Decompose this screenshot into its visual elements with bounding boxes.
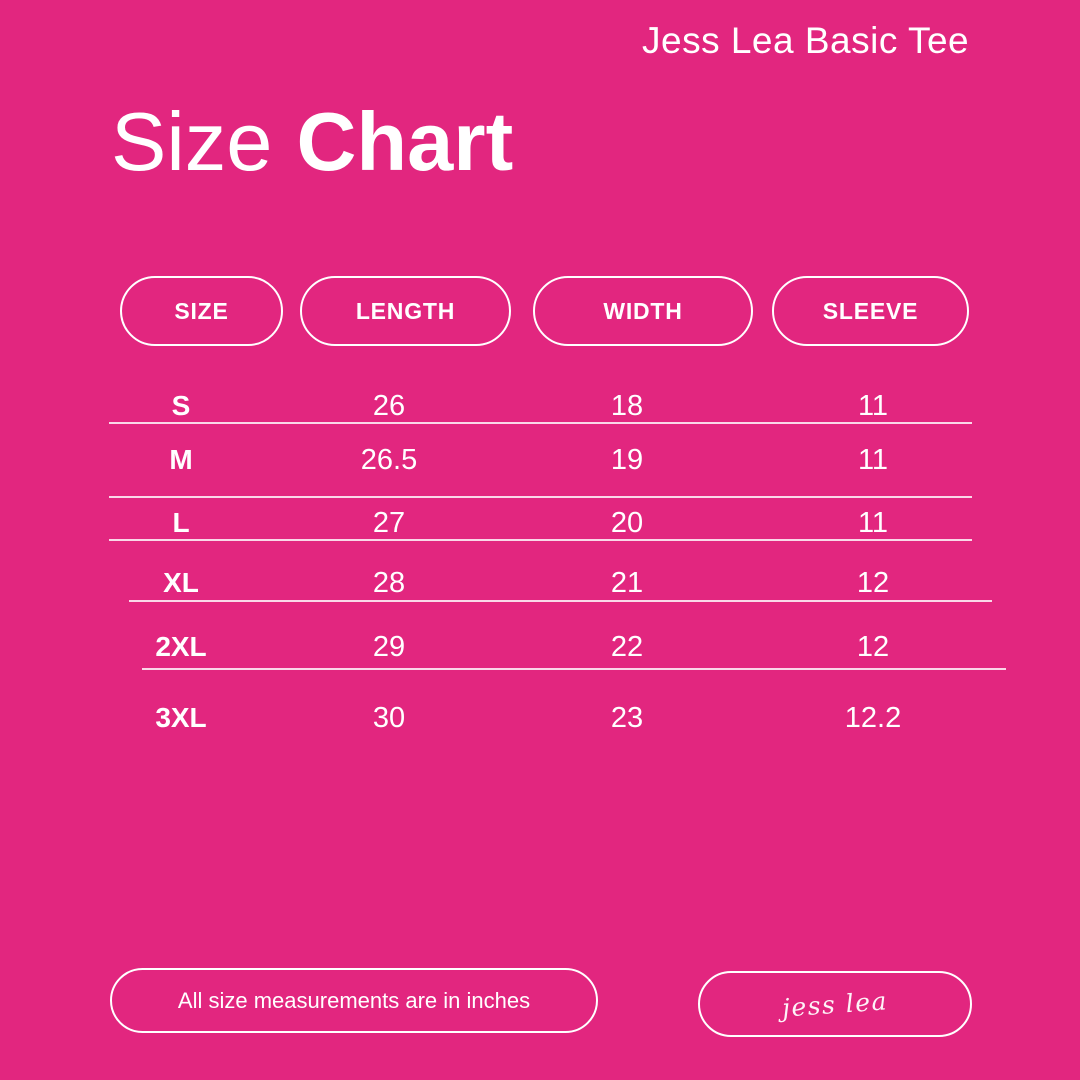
size-cell: XL xyxy=(163,567,199,598)
column-header-size: SIZE xyxy=(120,276,283,346)
width-cell: 19 xyxy=(610,444,644,476)
row-divider xyxy=(109,496,972,498)
size-cell: 2XL xyxy=(155,631,207,662)
column-header-length: LENGTH xyxy=(300,276,511,346)
page-title: Size Chart xyxy=(111,100,513,183)
row-divider xyxy=(142,668,1006,670)
width-cell: 20 xyxy=(610,507,644,539)
product-title: Jess Lea Basic Tee xyxy=(642,20,970,61)
sleeve-cell: 12 xyxy=(856,567,890,599)
column-header-width: WIDTH xyxy=(533,276,753,346)
sleeve-cell: 11 xyxy=(857,444,889,476)
width-cell: 21 xyxy=(610,567,644,599)
table-row-l: L 27 20 11 xyxy=(0,503,1080,543)
row-divider xyxy=(109,539,972,541)
size-cell: S xyxy=(171,390,191,421)
column-header-length-label: LENGTH xyxy=(355,297,456,324)
row-divider xyxy=(129,600,992,602)
table-row-3xl: 3XL 30 23 12.2 xyxy=(0,698,1080,738)
table-row-m: M 26.5 19 11 xyxy=(0,440,1080,480)
column-header-sleeve-label: SLEEVE xyxy=(822,297,919,324)
row-divider xyxy=(109,422,972,424)
size-cell: 3XL xyxy=(155,702,207,733)
measurement-note-pill: All size measurements are in inches xyxy=(110,968,598,1033)
table-row-s: S 26 18 11 xyxy=(0,386,1080,426)
page-title-bold: Chart xyxy=(296,95,514,188)
width-cell: 22 xyxy=(610,631,644,663)
sleeve-cell: 11 xyxy=(857,390,889,422)
sleeve-cell: 12 xyxy=(856,631,890,663)
size-cell: M xyxy=(169,444,193,475)
length-cell: 26.5 xyxy=(360,444,418,476)
sleeve-cell: 12.2 xyxy=(844,702,902,734)
width-cell: 18 xyxy=(610,390,644,422)
length-cell: 27 xyxy=(372,507,406,539)
length-cell: 29 xyxy=(372,631,406,663)
column-header-sleeve: SLEEVE xyxy=(772,276,969,346)
length-cell: 30 xyxy=(372,702,406,734)
brand-signature-text: jess lea xyxy=(781,985,889,1023)
length-cell: 26 xyxy=(372,390,406,422)
table-row-2xl: 2XL 29 22 12 xyxy=(0,627,1080,667)
column-header-width-label: WIDTH xyxy=(603,297,683,324)
size-cell: L xyxy=(172,507,190,538)
sleeve-cell: 11 xyxy=(857,507,889,539)
brand-signature-pill: jess lea xyxy=(698,971,972,1037)
table-row-xl: XL 28 21 12 xyxy=(0,563,1080,603)
page-title-regular: Size xyxy=(111,95,273,188)
width-cell: 23 xyxy=(610,702,644,734)
length-cell: 28 xyxy=(372,567,406,599)
measurement-note-text: All size measurements are in inches xyxy=(177,987,531,1013)
column-header-size-label: SIZE xyxy=(174,297,229,324)
